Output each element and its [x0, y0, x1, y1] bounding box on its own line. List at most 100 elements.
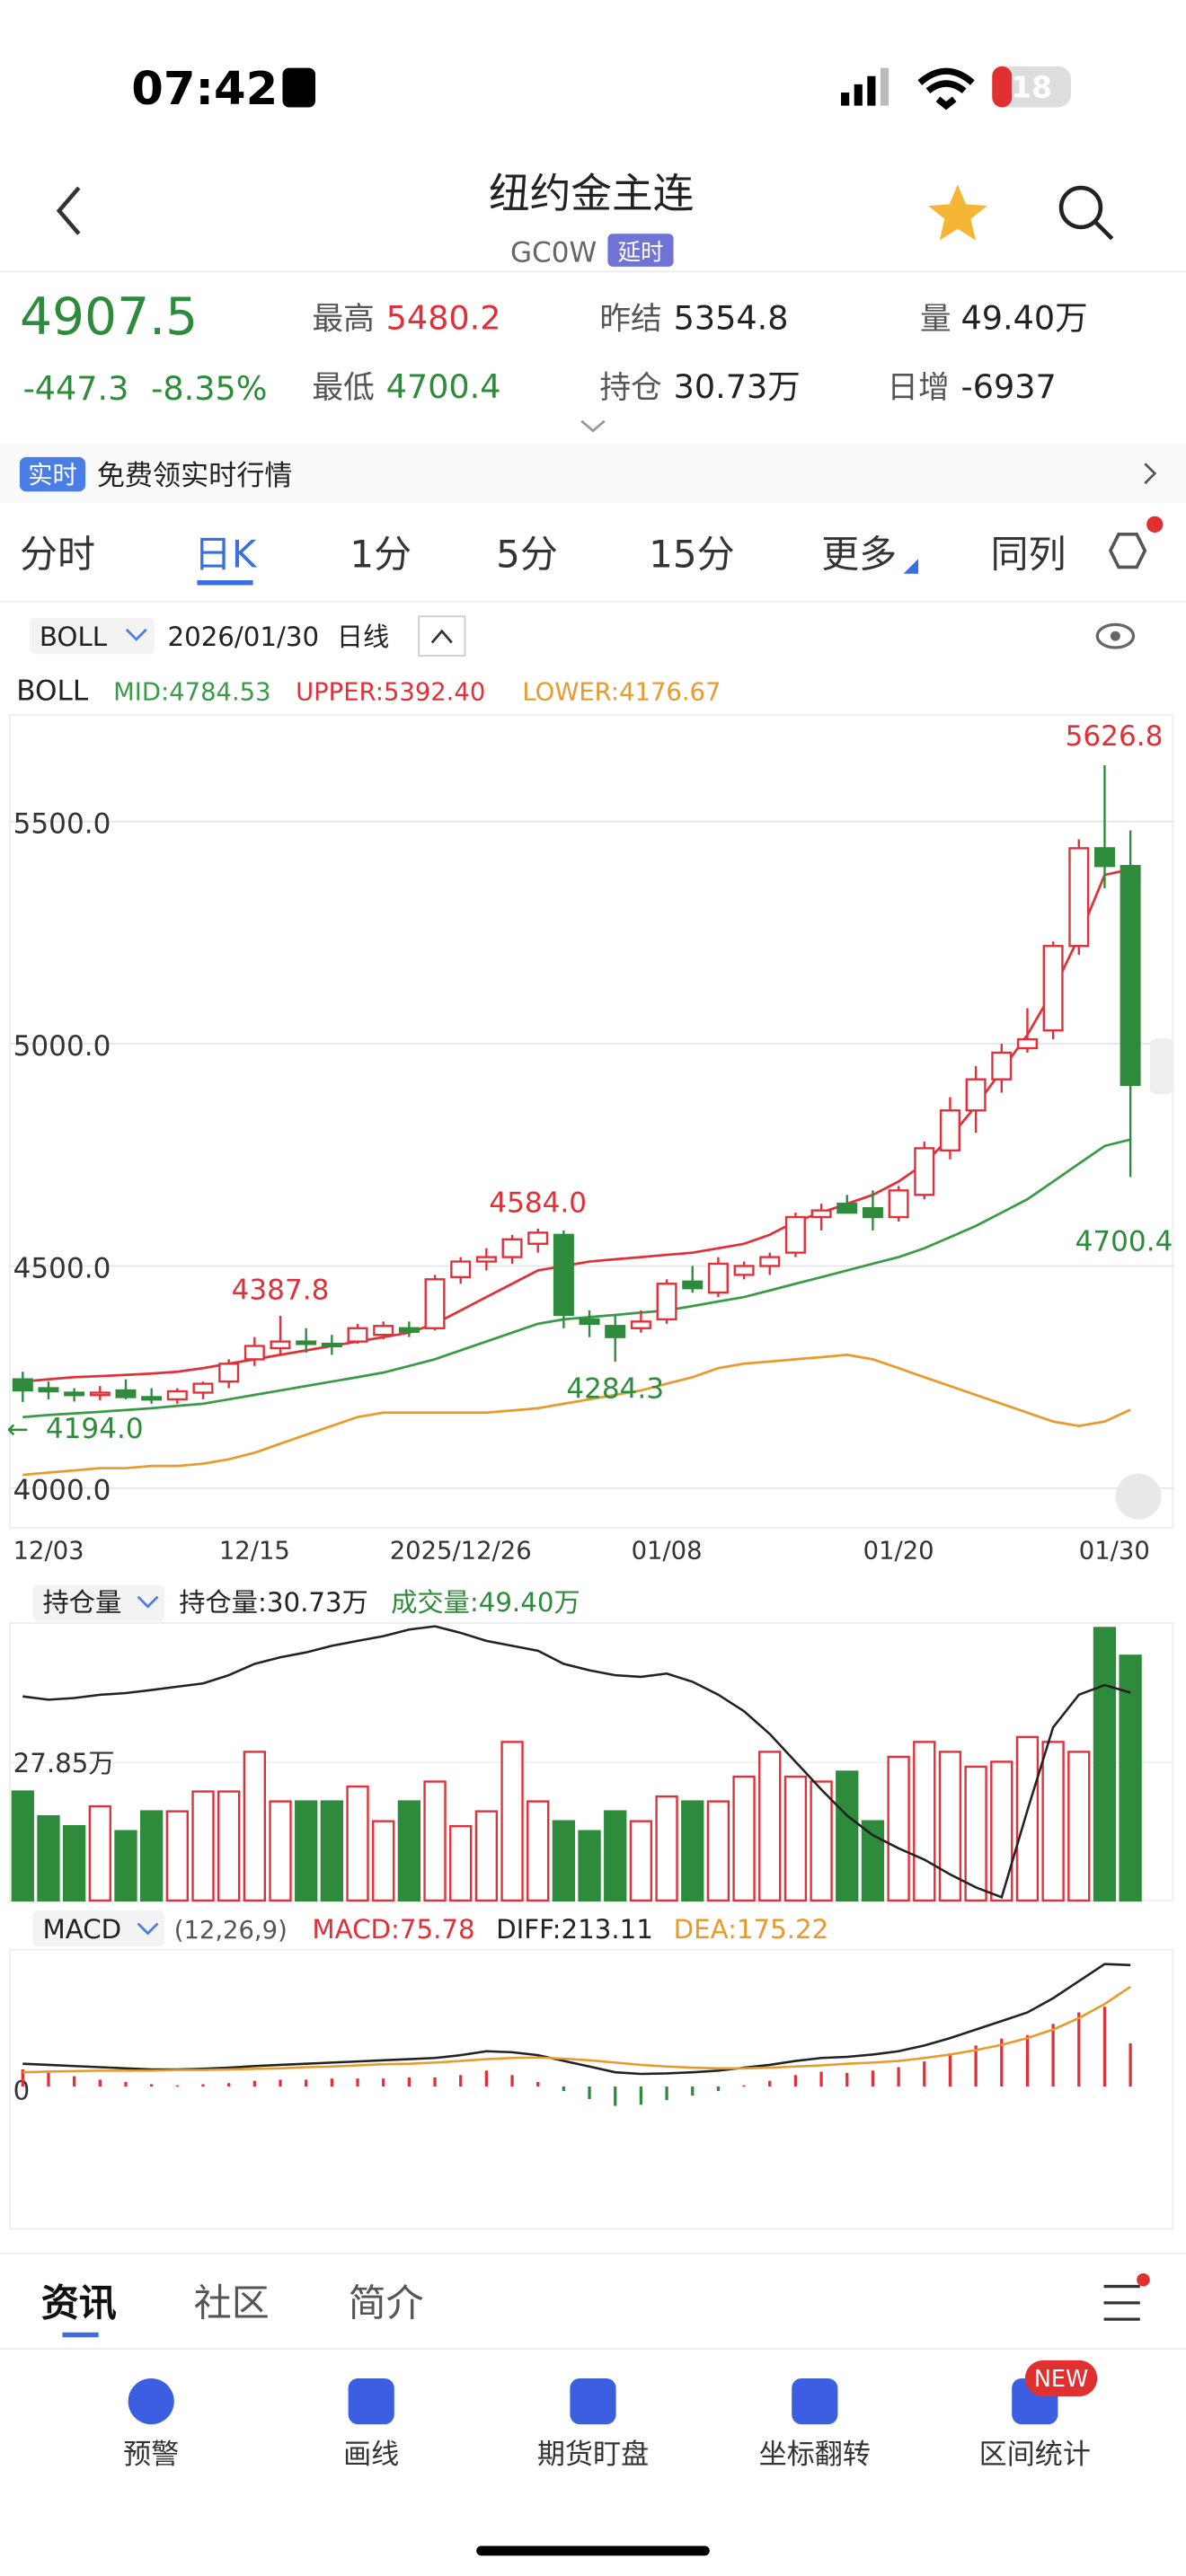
delay-tag: 延时 — [617, 240, 663, 267]
volume-bar — [423, 1780, 447, 1902]
oi-line — [22, 1625, 1131, 1899]
x-tick-label: 2025/12/26 — [390, 1538, 532, 1566]
nav-icon[interactable] — [570, 2378, 616, 2425]
tab[interactable]: 1分 — [350, 532, 412, 576]
legend-entry: MACD:75.78 — [312, 1914, 474, 1945]
menu[interactable] — [1103, 2284, 1140, 2321]
indicator-select[interactable] — [29, 618, 155, 655]
price-annotation: 4700.4 — [1075, 1226, 1173, 1258]
label: 持仓 — [599, 370, 661, 406]
arrow: ← — [6, 1414, 29, 1444]
value: 5480.2 — [386, 298, 501, 337]
volume-bar — [88, 1804, 111, 1902]
nav-label[interactable]: 画线 — [343, 2439, 399, 2471]
macd-line — [22, 1985, 1131, 2074]
sub-tab[interactable]: 简介 — [349, 2280, 424, 2325]
dropdown — [125, 628, 147, 641]
period: 日线 — [337, 622, 390, 652]
tab[interactable]: 15分 — [649, 532, 735, 576]
candle-body — [450, 1260, 472, 1279]
search-handle — [1093, 220, 1114, 241]
nav-label[interactable]: 预警 — [123, 2439, 179, 2471]
candle-body — [398, 1327, 420, 1333]
menu-dot — [1137, 2272, 1150, 2287]
y-tick-label: 4000.0 — [13, 1475, 111, 1507]
candle-body — [759, 1256, 781, 1267]
legend-entry: 成交量:49.40万 — [391, 1587, 580, 1618]
nav-icon[interactable] — [128, 2378, 174, 2425]
x-tick-label: 01/08 — [632, 1538, 703, 1566]
volume-bar — [655, 1795, 678, 1902]
volume-bar — [474, 1810, 499, 1902]
candle-body — [296, 1340, 317, 1345]
macd-params: (12,26,9) — [174, 1917, 288, 1945]
nav-icon[interactable] — [348, 2378, 394, 2425]
panel-select[interactable] — [32, 1910, 164, 1947]
legend-entry: DEA:175.22 — [674, 1914, 829, 1945]
fullscreen-button[interactable] — [1115, 1473, 1162, 1520]
y-tick-label: 5000.0 — [13, 1030, 111, 1063]
eye[interactable] — [1095, 622, 1136, 649]
banner[interactable] — [0, 444, 1186, 504]
favorite[interactable] — [927, 184, 987, 241]
settings[interactable] — [1108, 533, 1147, 569]
volume-bar — [836, 1770, 859, 1902]
candle-body — [939, 1109, 960, 1152]
sub-tab[interactable]: 资讯 — [41, 2280, 117, 2325]
tab[interactable]: 5分 — [496, 532, 558, 576]
volume-bar — [706, 1800, 730, 1902]
x-tick-label: 01/30 — [1079, 1538, 1150, 1566]
date: 2026/01/30 — [167, 622, 319, 652]
battery-text: 18 — [1011, 70, 1052, 105]
sub-tab[interactable]: 社区 — [194, 2280, 270, 2325]
candle-body — [501, 1238, 523, 1258]
volume-bar — [552, 1820, 576, 1902]
volume-bar — [758, 1751, 782, 1902]
side-handle[interactable] — [1149, 1038, 1173, 1095]
candle-body — [553, 1233, 574, 1317]
candle-body — [733, 1265, 755, 1276]
candle-body — [475, 1256, 497, 1263]
charts: 4000.0 4500.0 5000.0 5500.0 12/03 12/15 2025/1… — [6, 675, 1174, 2230]
volume-bar — [37, 1814, 60, 1902]
legend-entry: DIFF:213.11 — [496, 1914, 653, 1945]
y-tick-label: 27.85万 — [13, 1748, 115, 1778]
tab[interactable]: 同列 — [990, 532, 1066, 576]
expand[interactable] — [580, 419, 606, 433]
panel-select[interactable] — [32, 1584, 164, 1622]
legend-entry: LOWER:4176.67 — [522, 678, 721, 706]
collapse[interactable] — [418, 615, 466, 657]
candle-body — [862, 1206, 883, 1219]
nav-label[interactable]: 期货盯盘 — [537, 2439, 649, 2471]
value: -6937 — [961, 367, 1057, 406]
back-button[interactable] — [56, 186, 81, 235]
candle-body — [656, 1283, 677, 1321]
banner-text: 免费领实时行情 — [97, 460, 293, 492]
volume-bar — [783, 1775, 808, 1902]
price-annotation: 5626.8 — [1066, 720, 1164, 753]
price-annotation: 4387.8 — [232, 1275, 330, 1307]
code: GC0W — [510, 236, 597, 269]
price: 4907.5 — [20, 287, 198, 347]
nav-icon[interactable] — [792, 2378, 838, 2425]
volume-bar — [938, 1751, 962, 1902]
candle-body — [243, 1345, 265, 1361]
volume-bar — [243, 1751, 266, 1902]
candle-body — [1016, 1037, 1038, 1050]
search[interactable] — [1058, 185, 1103, 230]
candle-body — [1042, 945, 1064, 1032]
candle-body — [579, 1318, 600, 1326]
volume-bar — [500, 1741, 524, 1902]
tab[interactable]: 分时 — [20, 532, 95, 576]
x-tick-label: 12/03 — [13, 1538, 84, 1566]
volume-bar — [62, 1824, 86, 1902]
candle-body — [12, 1378, 33, 1392]
nav-label[interactable]: 区间统计 — [979, 2439, 1091, 2471]
caret — [430, 629, 453, 644]
tab[interactable]: 更多 — [821, 532, 897, 576]
tab[interactable]: 日K — [194, 532, 258, 576]
candle-body — [192, 1382, 214, 1394]
nav-label[interactable]: 坐标翻转 — [759, 2439, 871, 2471]
status-time: 07:42 — [131, 62, 278, 116]
